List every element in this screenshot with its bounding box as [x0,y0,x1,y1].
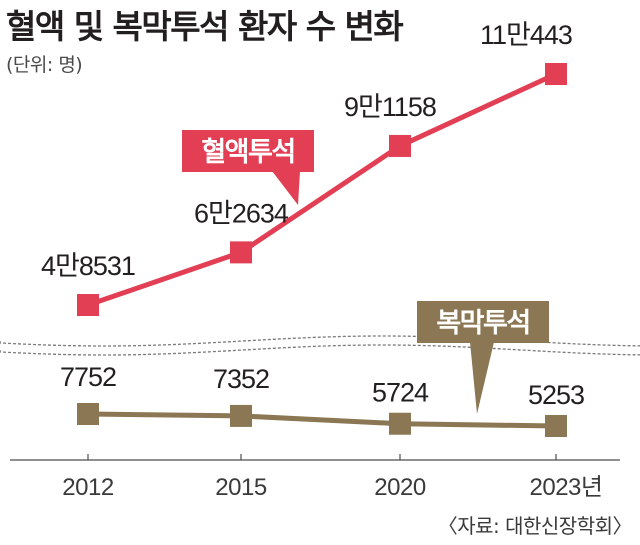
series-markers [77,63,567,437]
axis-break-wave-lower [0,344,640,356]
peritoneal-marker [230,404,252,427]
peritoneal-value-label: 7752 [60,362,116,392]
series-line-hemodialysis [87,71,558,308]
chart-title: 혈액 및 복막투석 환자 수 변화 [6,7,404,46]
source-note: 〈자료: 대한신장학회〉 [437,514,633,538]
hemodialysis-value-label: 4만8531 [41,251,135,281]
hemodialysis-marker [230,241,252,264]
hemodialysis-callout-pointer [272,171,300,205]
hemodialysis-marker [77,294,99,316]
hemodialysis-marker [545,63,567,85]
x-tick-label: 2012 [62,474,114,501]
peritoneal-marker [389,412,411,435]
peritoneal-value-label: 5724 [372,378,429,408]
data-labels: 4만8531 6만2634 9만1158 11만443 7752 7352 5724 5253 [41,20,585,410]
hemodialysis-callout-box [182,130,314,172]
x-tick-label: 2015 [215,474,267,501]
hemodialysis-value-label: 6만2634 [194,198,289,228]
x-axis: 2012 2015 2020 2023년 [10,454,620,501]
peritoneal-marker [77,403,99,425]
peritoneal-marker [545,415,567,437]
series-lines [87,71,558,429]
hemodialysis-series-label: 혈액투석 [201,137,294,168]
hemodialysis-value-label: 11만443 [480,20,572,50]
series-line-peritoneal [87,411,557,429]
peritoneal-value-label: 5253 [528,380,584,410]
peritoneal-callout-pointer [470,342,494,414]
hemodialysis-value-label: 9만1158 [344,92,436,122]
hemodialysis-marker [389,134,411,157]
peritoneal-series-label: 복막투석 [436,308,529,339]
peritoneal-callout-box [417,301,549,343]
x-tick-label: 2020 [374,474,426,501]
peritoneal-value-label: 7352 [213,364,269,394]
unit-label: (단위: 명) [6,54,83,76]
x-tick-label: 2023년 [530,474,603,501]
